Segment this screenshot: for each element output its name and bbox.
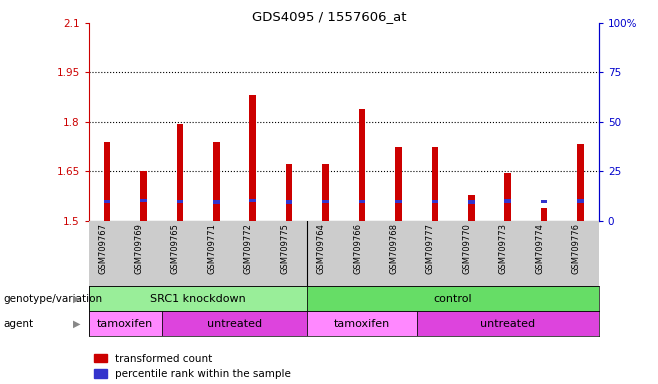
Bar [395,200,402,203]
Bar [432,147,438,221]
Legend: transformed count, percentile rank within the sample: transformed count, percentile rank withi… [94,354,291,379]
Bar [213,142,220,221]
Bar [140,171,147,221]
Bar [505,173,511,221]
Text: genotype/variation: genotype/variation [3,293,103,304]
Text: untreated: untreated [480,318,535,329]
Text: tamoxifen: tamoxifen [97,318,153,329]
Bar [286,164,292,221]
Bar [577,199,584,203]
Bar [359,109,365,221]
Text: SRC1 knockdown: SRC1 knockdown [150,293,246,304]
Bar [505,199,511,203]
Text: control: control [434,293,472,304]
Bar [395,147,402,221]
Bar [468,200,474,204]
Text: GSM709769: GSM709769 [134,223,143,274]
Text: GSM709770: GSM709770 [463,223,471,274]
Text: GSM709766: GSM709766 [353,223,362,274]
Text: GSM709772: GSM709772 [243,223,253,274]
Text: GSM709775: GSM709775 [280,223,289,274]
Text: GDS4095 / 1557606_at: GDS4095 / 1557606_at [252,10,406,23]
Text: GSM709774: GSM709774 [535,223,544,274]
Bar [89,286,307,311]
Bar [541,200,547,204]
Bar [176,124,183,221]
Bar [162,311,307,336]
Text: agent: agent [3,318,34,329]
Text: GSM709765: GSM709765 [171,223,180,274]
Bar [140,199,147,202]
Bar [541,208,547,221]
Text: GSM709771: GSM709771 [207,223,216,274]
Bar [432,200,438,203]
Bar [359,200,365,203]
Bar [176,200,183,204]
Bar [286,200,292,204]
Text: GSM709776: GSM709776 [572,223,580,274]
Bar [89,311,162,336]
Bar [104,200,111,204]
Text: ▶: ▶ [73,293,80,304]
Bar [322,200,329,203]
Text: GSM709764: GSM709764 [316,223,326,274]
Bar [322,164,329,221]
Bar [249,95,256,221]
Text: GSM709768: GSM709768 [390,223,399,274]
Bar [577,144,584,221]
Text: untreated: untreated [207,318,262,329]
Text: GSM709767: GSM709767 [98,223,107,274]
Bar [468,195,474,221]
Text: GSM709777: GSM709777 [426,223,435,274]
Bar [213,200,220,204]
Bar [249,199,256,202]
Bar [307,286,599,311]
Text: ▶: ▶ [73,318,80,329]
Bar [307,311,417,336]
Text: tamoxifen: tamoxifen [334,318,390,329]
Text: GSM709773: GSM709773 [499,223,508,274]
Bar [417,311,599,336]
Bar [104,142,111,221]
